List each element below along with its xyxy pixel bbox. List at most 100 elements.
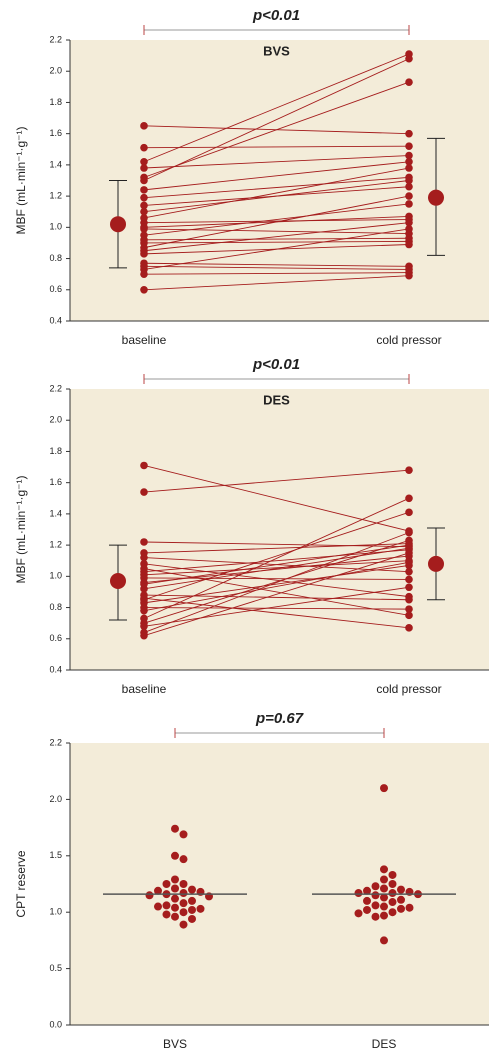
mean-dot xyxy=(428,189,444,206)
dot xyxy=(145,891,154,900)
pair-line xyxy=(143,564,410,604)
dot xyxy=(371,891,380,900)
pair-line xyxy=(143,272,410,275)
dot xyxy=(140,594,148,602)
dot xyxy=(140,164,148,172)
dot xyxy=(405,240,413,249)
dot xyxy=(371,912,380,921)
pair-line xyxy=(143,265,410,270)
dot xyxy=(405,271,413,280)
dot xyxy=(140,250,148,258)
dot xyxy=(171,851,179,860)
dot xyxy=(405,494,413,503)
mean-dot xyxy=(110,216,126,233)
y-tick-label: 2.2 xyxy=(49,383,62,393)
y-tick-label: 1.4 xyxy=(49,508,62,518)
dot xyxy=(140,631,148,640)
plot-area xyxy=(70,743,489,1025)
y-tick-label: 2.2 xyxy=(49,737,62,747)
plot-area xyxy=(70,389,489,670)
dot xyxy=(188,885,196,894)
dot xyxy=(140,143,148,152)
dot xyxy=(405,54,413,63)
dot xyxy=(140,223,148,232)
panel-title: BVS xyxy=(263,43,290,58)
x-tick-label: baseline xyxy=(122,682,167,696)
annotation: p<0.01 xyxy=(252,356,300,373)
dot xyxy=(140,157,148,166)
y-tick-label: 0.8 xyxy=(49,602,62,612)
pair-line xyxy=(143,547,410,590)
y-tick-label: 1.6 xyxy=(49,477,62,487)
dot xyxy=(140,262,148,271)
dot xyxy=(154,886,162,895)
dot xyxy=(405,142,413,150)
dot xyxy=(405,182,413,191)
dot xyxy=(179,830,188,839)
dot xyxy=(405,903,414,912)
pair-line xyxy=(143,469,410,493)
dot xyxy=(405,176,413,185)
dot xyxy=(179,899,188,908)
plot-area xyxy=(70,40,489,321)
pair-line xyxy=(143,81,410,178)
dot xyxy=(380,936,388,945)
y-tick-label: 1.0 xyxy=(49,571,62,581)
pair-line xyxy=(143,167,410,219)
dot xyxy=(388,889,397,898)
pair-line xyxy=(143,549,410,573)
dot xyxy=(380,784,388,793)
y-tick-label: 0.8 xyxy=(49,253,62,263)
dot xyxy=(188,896,196,905)
y-tick-label: 1.8 xyxy=(49,446,62,456)
pair-line xyxy=(143,465,410,532)
dot xyxy=(405,575,413,584)
dot xyxy=(162,910,171,919)
y-tick-label: 2.2 xyxy=(49,34,62,44)
dot xyxy=(405,129,413,138)
y-tick-label: 0.4 xyxy=(49,664,62,674)
pair-line xyxy=(143,511,410,601)
dot xyxy=(140,553,148,562)
x-tick-label: BVS xyxy=(163,1037,187,1051)
dot xyxy=(371,882,380,891)
dot xyxy=(140,201,148,210)
pair-line xyxy=(143,262,410,267)
pair-line xyxy=(143,607,410,610)
dot xyxy=(140,285,148,294)
pair-line xyxy=(143,240,410,244)
dot xyxy=(363,905,371,914)
dot xyxy=(405,192,413,200)
y-tick-label: 1.8 xyxy=(49,97,62,107)
dot xyxy=(188,914,196,923)
dot xyxy=(388,908,397,917)
pair-line xyxy=(143,568,410,616)
dot xyxy=(380,902,388,911)
pair-line xyxy=(143,228,410,270)
pair-line xyxy=(143,237,410,241)
y-tick-label: 1.2 xyxy=(49,539,62,549)
dot xyxy=(405,558,413,567)
y-tick-label: 0.5 xyxy=(49,963,62,973)
dot xyxy=(405,212,413,221)
dot xyxy=(179,880,188,888)
dot xyxy=(171,824,179,833)
dot xyxy=(405,200,413,208)
y-tick-label: 0.0 xyxy=(49,1019,62,1029)
dot xyxy=(405,541,413,549)
pair-line xyxy=(143,563,410,598)
dot xyxy=(354,909,363,918)
dot xyxy=(405,549,413,557)
pair-line xyxy=(143,561,410,612)
dot xyxy=(397,895,405,904)
dot xyxy=(140,580,148,588)
dot xyxy=(405,265,413,274)
dot xyxy=(171,884,179,893)
annotation: p<0.01 xyxy=(252,7,300,24)
dot xyxy=(140,236,148,244)
pair-line xyxy=(143,145,410,149)
x-tick-label: baseline xyxy=(122,333,167,347)
y-axis-label: MBF (mL·min⁻¹·g⁻¹) xyxy=(14,476,28,584)
dot xyxy=(363,886,371,895)
